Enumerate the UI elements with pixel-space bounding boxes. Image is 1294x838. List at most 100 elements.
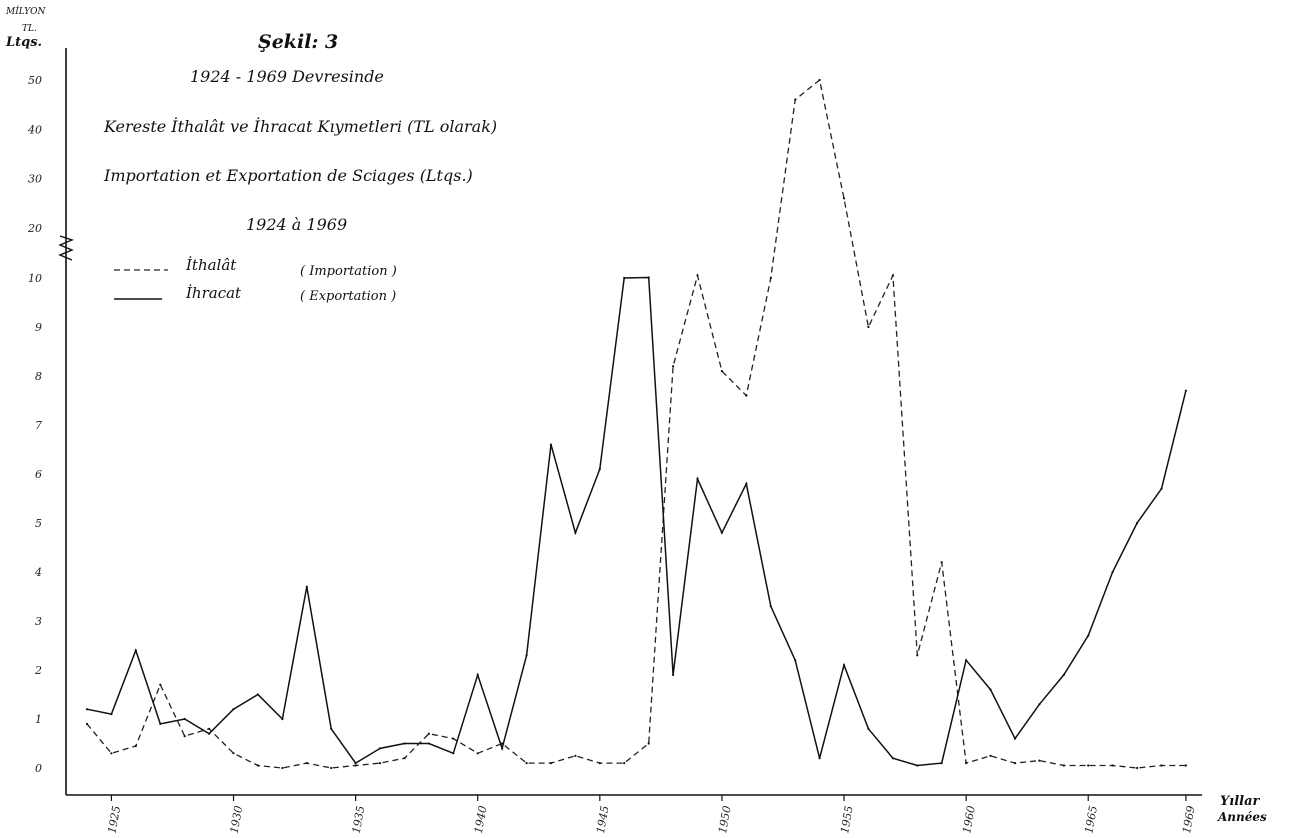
export-data-point <box>256 693 259 696</box>
export-data-point <box>647 276 650 279</box>
import-data-point <box>549 762 553 765</box>
y-upper-tick-label: 30 <box>28 173 42 186</box>
axis-break-icon <box>58 235 74 261</box>
import-data-point <box>842 197 846 200</box>
export-data-point <box>1184 389 1187 392</box>
import-data-point <box>1160 764 1163 767</box>
series-export-points <box>85 276 1187 767</box>
x-tick-label: 1969 <box>1180 805 1198 835</box>
import-data-point <box>672 365 675 368</box>
export-data-point <box>305 585 308 588</box>
import-data-point <box>501 742 504 745</box>
import-data-point <box>330 766 333 770</box>
import-data-point <box>110 752 113 755</box>
x-axis-label: Yıllar <box>1220 794 1261 809</box>
import-data-point <box>1111 764 1114 767</box>
y-upper-tick-label: 20 <box>27 222 42 235</box>
export-data-point <box>183 717 186 721</box>
chart-title-french: Importation et Exportation de Sciages (L… <box>103 166 473 185</box>
chart-subtitle: 1924 - 1969 Devresinde <box>190 67 384 86</box>
export-data-point <box>1111 570 1114 574</box>
import-data-point <box>647 742 650 745</box>
y-upper-tick-label: 40 <box>27 123 42 136</box>
series-import-line <box>86 78 1186 769</box>
chart-title-turkish: Kereste İthalât ve İhracat Kıymetleri (T… <box>103 116 497 136</box>
legend-import-label: İthalât <box>185 256 237 274</box>
import-data-point <box>1184 764 1187 767</box>
chart-title-range: 1924 à 1969 <box>246 215 347 234</box>
import-data-point <box>623 762 626 765</box>
y-tick-label: 6 <box>35 468 42 481</box>
export-data-point <box>623 276 626 280</box>
import-data-point <box>867 325 870 329</box>
y-tick-label: 5 <box>35 517 42 530</box>
import-data-point <box>232 752 235 755</box>
export-data-point <box>672 673 675 677</box>
export-data-point <box>842 664 846 667</box>
export-data-point <box>159 722 162 726</box>
y-tick-label: 1 <box>35 713 42 726</box>
export-data-point <box>427 742 430 745</box>
import-data-point <box>256 764 259 767</box>
y-ticks: 0 1 2 3 4 5 6 7 8 9 10 20 30 40 50 <box>27 74 42 775</box>
import-data-point <box>598 762 601 765</box>
export-data-point <box>501 747 504 750</box>
export-data-point <box>110 713 113 716</box>
y-tick-label: 0 <box>35 762 42 775</box>
import-data-point <box>183 735 186 738</box>
import-data-point <box>720 370 724 373</box>
import-data-point <box>85 722 89 726</box>
y-upper-tick-label: 50 <box>28 74 42 87</box>
export-data-point <box>476 673 479 677</box>
export-data-point <box>1087 634 1090 637</box>
export-data-point <box>354 762 357 765</box>
y-tick-label: 7 <box>35 419 42 432</box>
y-tick-label: 8 <box>35 370 42 383</box>
export-data-point <box>1160 487 1163 490</box>
x-tick-label: 1940 <box>472 805 490 835</box>
export-data-point <box>1013 737 1017 740</box>
import-data-point <box>794 98 797 101</box>
import-data-point <box>696 274 699 277</box>
export-data-point <box>745 482 748 485</box>
import-data-point <box>1038 759 1041 762</box>
import-data-point <box>769 276 772 280</box>
export-data-point <box>598 468 601 471</box>
import-data-point <box>159 683 162 686</box>
series-import-points <box>85 78 1187 770</box>
y-tick-label: 10 <box>28 272 42 285</box>
import-data-point <box>427 732 430 735</box>
export-data-point <box>1038 703 1041 706</box>
x-tick-label: 1945 <box>594 805 612 835</box>
axes <box>58 48 1202 796</box>
import-data-point <box>916 654 919 657</box>
export-data-point <box>208 732 211 735</box>
export-data-point <box>134 649 137 652</box>
import-data-point <box>403 757 406 760</box>
export-data-point <box>940 762 943 765</box>
export-data-point <box>549 443 553 446</box>
y-tick-label: 2 <box>34 664 42 677</box>
export-data-point <box>1062 673 1065 677</box>
x-ticks: 1925 1930 1935 1940 1945 1950 1955 1960 1965 1969 <box>106 795 1198 835</box>
export-data-point <box>989 688 992 691</box>
import-data-point <box>989 754 992 757</box>
import-data-point <box>891 274 895 277</box>
x-tick-label: 1955 <box>838 805 856 835</box>
export-data-point <box>232 708 235 711</box>
import-data-point <box>452 737 455 740</box>
export-data-point <box>867 727 870 730</box>
import-data-point <box>1087 764 1090 767</box>
export-data-point <box>378 747 382 750</box>
import-data-point <box>525 762 528 765</box>
x-tick-label: 1930 <box>228 805 246 835</box>
y-tick-label: 3 <box>35 615 42 628</box>
legend: İthalât ( Importation ) İhracat ( Export… <box>114 256 397 304</box>
y-unit-label: MİLYON <box>5 5 46 17</box>
import-data-point <box>305 762 308 765</box>
import-data-point <box>378 762 382 765</box>
export-data-point <box>1136 521 1139 525</box>
y-unit-label-ltqs: Ltqs. <box>5 35 42 50</box>
x-tick-label: 1960 <box>960 805 978 835</box>
